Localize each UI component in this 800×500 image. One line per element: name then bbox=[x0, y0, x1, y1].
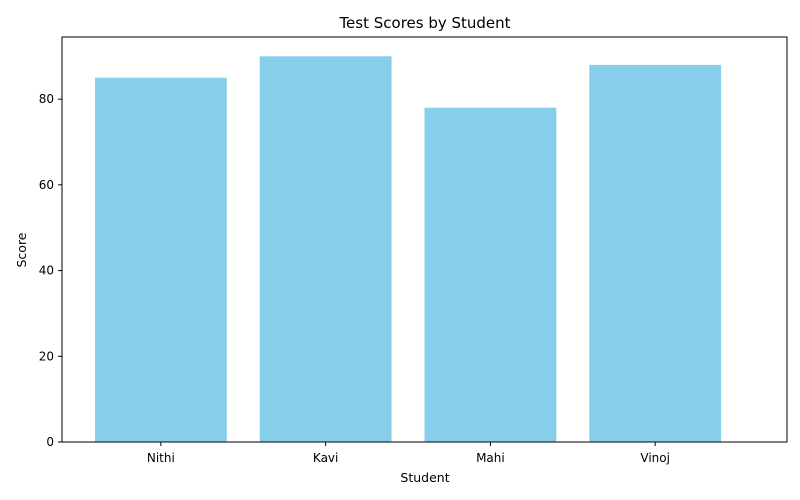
x-tick-label: Nithi bbox=[147, 451, 175, 465]
x-axis-ticks: Nithi Kavi Mahi Vinoj bbox=[147, 442, 670, 465]
y-tick-label: 80 bbox=[39, 92, 54, 106]
x-axis-label: Student bbox=[400, 470, 449, 485]
bar-mahi bbox=[424, 107, 557, 442]
bar-vinoj bbox=[589, 64, 722, 442]
x-tick-label: Vinoj bbox=[640, 451, 670, 465]
y-tick-label: 0 bbox=[46, 435, 54, 449]
x-tick-label: Kavi bbox=[313, 451, 338, 465]
bar-nithi bbox=[94, 77, 227, 442]
y-tick-label: 60 bbox=[39, 178, 54, 192]
y-tick-label: 20 bbox=[39, 349, 54, 363]
bar-kavi bbox=[259, 56, 392, 443]
y-axis-label: Score bbox=[14, 232, 29, 267]
x-tick-label: Mahi bbox=[476, 451, 505, 465]
bars-group bbox=[94, 56, 722, 443]
y-tick-label: 40 bbox=[39, 264, 54, 278]
y-axis-ticks: 0 20 40 60 80 bbox=[39, 92, 62, 449]
plot-frame bbox=[61, 36, 788, 443]
chart-title: Test Scores by Student bbox=[338, 14, 510, 32]
